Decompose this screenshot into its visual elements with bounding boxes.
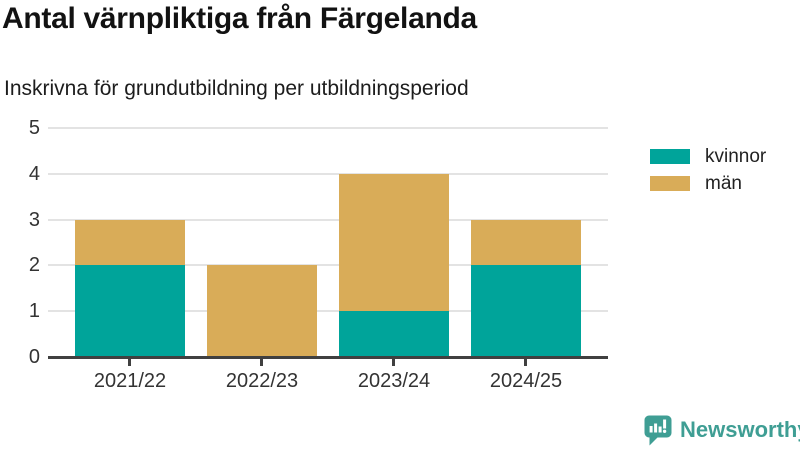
x-axis-label: 2023/24 xyxy=(357,370,431,392)
bar-kvinnor-2023-24 xyxy=(339,311,449,357)
legend: kvinnor män xyxy=(650,146,767,203)
gridline-y-4 xyxy=(48,172,608,175)
newsworthy-logo-text: Newsworthy xyxy=(680,417,800,442)
bar-kvinnor-2024-25 xyxy=(471,265,581,357)
bar-män-2021-22 xyxy=(75,219,185,266)
bar-män-2024-25 xyxy=(471,219,581,266)
bar-kvinnor-2021-22 xyxy=(75,265,185,357)
y-axis-label: 5 xyxy=(28,117,40,139)
chart-title: Antal värnpliktiga från Färgelanda xyxy=(2,2,477,35)
y-axis-label: 0 xyxy=(28,346,40,368)
legend-swatch xyxy=(650,149,690,164)
y-axis-label: 4 xyxy=(28,162,40,185)
y-axis-label: 3 xyxy=(28,208,40,231)
x-axis-tick xyxy=(524,359,527,366)
legend-item-kvinnor: kvinnor xyxy=(650,146,767,167)
bar-män-2023-24 xyxy=(339,173,449,312)
bar-män-2022-23 xyxy=(207,265,317,357)
newsworthy-logo[interactable]: Newsworthy xyxy=(644,415,800,450)
legend-label: män xyxy=(705,173,742,194)
y-axis-label: 1 xyxy=(28,300,40,323)
gridline-y-1 xyxy=(48,310,608,313)
legend-item-män: män xyxy=(650,173,766,194)
gridline-y-5 xyxy=(48,127,608,129)
x-axis-tick xyxy=(128,359,131,366)
newsworthy-logo-icon xyxy=(644,415,673,450)
x-axis-line xyxy=(48,356,608,359)
x-axis-tick xyxy=(260,359,263,366)
legend-label: kvinnor xyxy=(705,146,767,167)
x-axis-label: 2024/25 xyxy=(489,370,563,392)
x-axis-label: 2022/23 xyxy=(225,370,299,392)
legend-swatch xyxy=(650,176,690,191)
x-axis-label: 2021/22 xyxy=(93,370,167,392)
x-axis-tick xyxy=(392,359,395,366)
chart-subtitle: Inskrivna för grundutbildning per utbild… xyxy=(4,77,469,100)
gridline-y-3 xyxy=(48,218,608,221)
gridline-y-2 xyxy=(48,264,608,267)
y-axis-label: 2 xyxy=(28,254,40,277)
